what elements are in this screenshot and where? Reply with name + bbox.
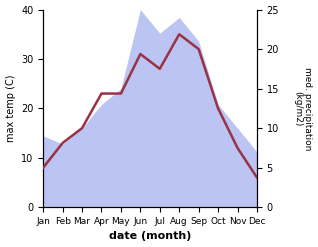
X-axis label: date (month): date (month) [109,231,191,242]
Y-axis label: max temp (C): max temp (C) [5,75,16,142]
Y-axis label: med. precipitation
(kg/m2): med. precipitation (kg/m2) [293,67,313,150]
